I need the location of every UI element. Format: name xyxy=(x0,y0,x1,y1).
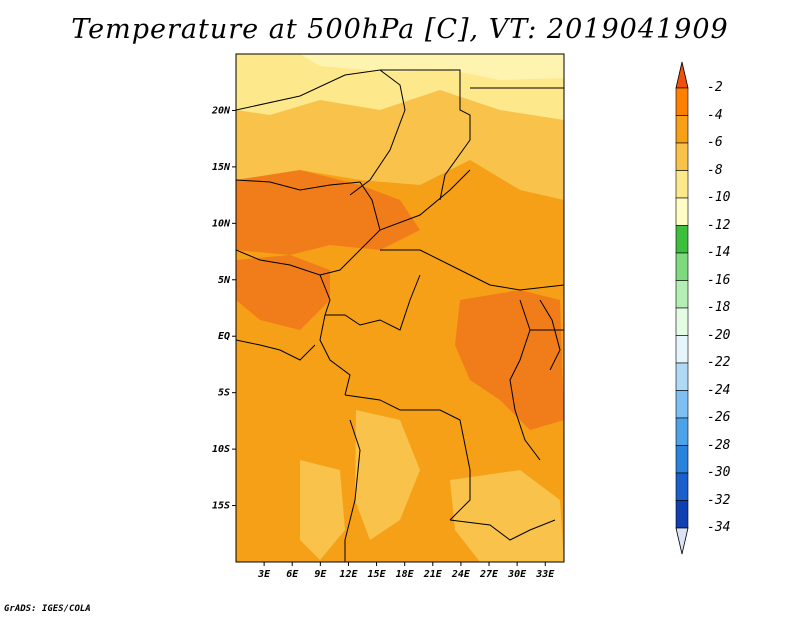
colorbar-label: -18 xyxy=(707,300,731,315)
latitude-axis: 20N 15N 10N 5N EQ 5S 10S 15S xyxy=(211,105,236,512)
lat-tick-label: 20N xyxy=(211,105,231,116)
colorbar-label: -4 xyxy=(707,107,723,123)
colorbar-top-arrow xyxy=(675,61,689,89)
border-line xyxy=(344,394,471,521)
colorbar-label: -28 xyxy=(707,437,731,453)
border-line xyxy=(449,519,556,541)
lon-tick-label: 24E xyxy=(451,569,471,580)
lon-tick-label: 27E xyxy=(479,569,499,580)
colorbar-segment xyxy=(675,225,689,254)
colorbar-label: -8 xyxy=(707,162,723,178)
colorbar-label: -16 xyxy=(707,272,731,288)
colorbar-segment xyxy=(675,335,689,364)
lat-tick-label: 5N xyxy=(218,275,231,286)
border-line xyxy=(236,69,406,196)
lon-tick-label: 18E xyxy=(396,569,415,580)
longitude-axis: 3E 6E 9E 12E 15E 18E 21E 24E 27E 30E 33E xyxy=(257,562,555,580)
temperature-field xyxy=(236,54,564,562)
colorbar-label: -14 xyxy=(707,245,731,260)
border-line xyxy=(344,419,361,562)
colorbar-label: -12 xyxy=(707,217,731,233)
border-line xyxy=(380,249,564,291)
colorbar-segment xyxy=(675,472,689,501)
lat-tick-label: EQ xyxy=(218,331,230,342)
colorbar-label: -20 xyxy=(707,327,731,343)
colorbar-label: -2 xyxy=(707,80,723,95)
colorbar-segment xyxy=(675,390,689,419)
colorbar-segment xyxy=(675,252,689,281)
country-borders xyxy=(236,69,564,562)
colorbar-segment xyxy=(675,307,689,336)
coast-line xyxy=(236,339,316,361)
colorbar xyxy=(675,61,689,555)
colorbar-label: -10 xyxy=(707,190,731,205)
colorbar-label: -26 xyxy=(707,410,731,425)
field-warm-patch xyxy=(455,290,564,430)
chart-title: Temperature at 500hPa [C], VT: 201904190… xyxy=(71,14,729,45)
lon-tick-label: 3E xyxy=(257,569,271,580)
colorbar-label: -34 xyxy=(707,520,731,535)
field-cool-patch xyxy=(300,460,345,560)
colorbar-bottom-arrow xyxy=(675,527,689,555)
border-line xyxy=(319,314,351,396)
lon-tick-label: 30E xyxy=(507,569,527,580)
field-warm-patch xyxy=(236,170,420,255)
colorbar-segment xyxy=(675,142,689,171)
map-frame xyxy=(235,53,565,563)
lon-tick-label: 6E xyxy=(286,569,299,580)
border-line xyxy=(379,169,471,231)
lat-tick-label: 10S xyxy=(212,444,230,455)
colorbar-segment xyxy=(675,115,689,144)
field-warm-patch xyxy=(236,255,330,330)
colorbar-label: -24 xyxy=(707,382,731,398)
border-line xyxy=(325,274,421,331)
field-cool-patch xyxy=(355,410,420,540)
colorbar-segment xyxy=(675,445,689,474)
field-cool-patch xyxy=(450,470,564,562)
lat-tick-label: 15N xyxy=(212,162,231,173)
lon-tick-label: 33E xyxy=(535,569,555,580)
credit-text: GrADS: IGES/COLA xyxy=(4,604,91,614)
colorbar-segment xyxy=(675,87,689,116)
lon-tick-label: 15E xyxy=(368,569,387,580)
lon-tick-label: 12E xyxy=(339,569,358,580)
colorbar-segment xyxy=(675,362,689,391)
lat-tick-label: 5S xyxy=(218,388,230,399)
border-line xyxy=(539,299,561,371)
lat-tick-label: 15S xyxy=(212,501,230,512)
lat-tick-label: 10N xyxy=(212,218,231,229)
border-line xyxy=(236,179,381,276)
border-line xyxy=(380,69,471,201)
colorbar-label: -22 xyxy=(707,355,731,370)
field-band-coolest xyxy=(300,54,564,80)
colorbar-segment xyxy=(675,417,689,446)
colorbar-segment xyxy=(675,280,689,309)
colorbar-segment xyxy=(675,500,689,529)
lon-tick-label: 21E xyxy=(423,569,443,580)
colorbar-label: -32 xyxy=(707,492,731,508)
colorbar-segment xyxy=(675,170,689,199)
colorbar-segment xyxy=(675,197,689,226)
lon-tick-label: 9E xyxy=(314,569,327,580)
colorbar-label: -30 xyxy=(707,465,731,480)
border-line xyxy=(236,249,331,316)
colorbar-label: -6 xyxy=(707,135,723,150)
